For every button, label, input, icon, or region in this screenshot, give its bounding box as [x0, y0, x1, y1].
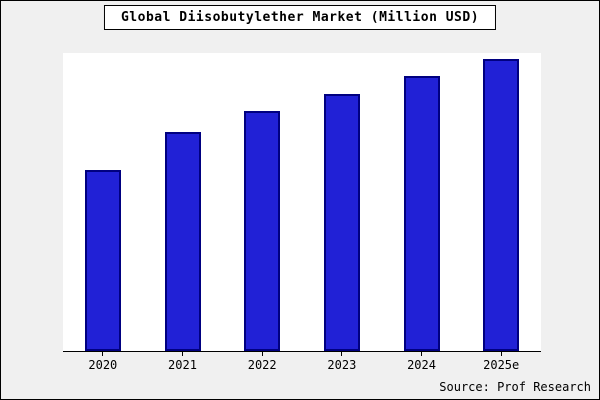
- bar-slot: [382, 53, 462, 351]
- x-tick: 2021: [143, 351, 223, 372]
- x-tick-label: 2022: [247, 358, 277, 372]
- bar-slot: [222, 53, 302, 351]
- x-tick-label: 2021: [168, 358, 197, 372]
- bar-slot: [143, 53, 223, 351]
- bar: [483, 59, 520, 351]
- bar: [323, 94, 360, 351]
- tick-mark: [182, 351, 183, 356]
- tick-mark: [341, 351, 343, 356]
- source-credit: Source: Prof Research: [439, 380, 591, 394]
- bar-slot: [63, 53, 143, 351]
- bar: [244, 111, 281, 351]
- x-tick: 2025e: [461, 351, 541, 372]
- bar-slot: [461, 53, 541, 351]
- bar: [164, 132, 201, 351]
- bar-slot: [302, 53, 382, 351]
- x-tick: 2023: [302, 351, 382, 372]
- x-tick-label: 2023: [327, 358, 357, 372]
- tick-mark: [421, 351, 423, 356]
- chart-title: Global Diisobutylether Market (Million U…: [103, 5, 497, 30]
- x-tick: 2020: [63, 351, 143, 372]
- x-tick: 2022: [222, 351, 302, 372]
- tick-mark: [500, 351, 502, 356]
- tick-mark: [102, 351, 104, 356]
- plot-area: [63, 53, 541, 352]
- x-tick-label: 2025e: [483, 358, 520, 372]
- x-tick-label: 2020: [88, 358, 118, 372]
- bar: [84, 170, 121, 351]
- tick-mark: [261, 351, 263, 356]
- x-tick: 2024: [382, 351, 462, 372]
- x-tick-label: 2024: [407, 358, 436, 372]
- bars-container: [63, 53, 541, 351]
- x-axis-labels: 2020 2021 2022 2023 2024 2025e: [63, 351, 541, 372]
- bar: [403, 76, 440, 351]
